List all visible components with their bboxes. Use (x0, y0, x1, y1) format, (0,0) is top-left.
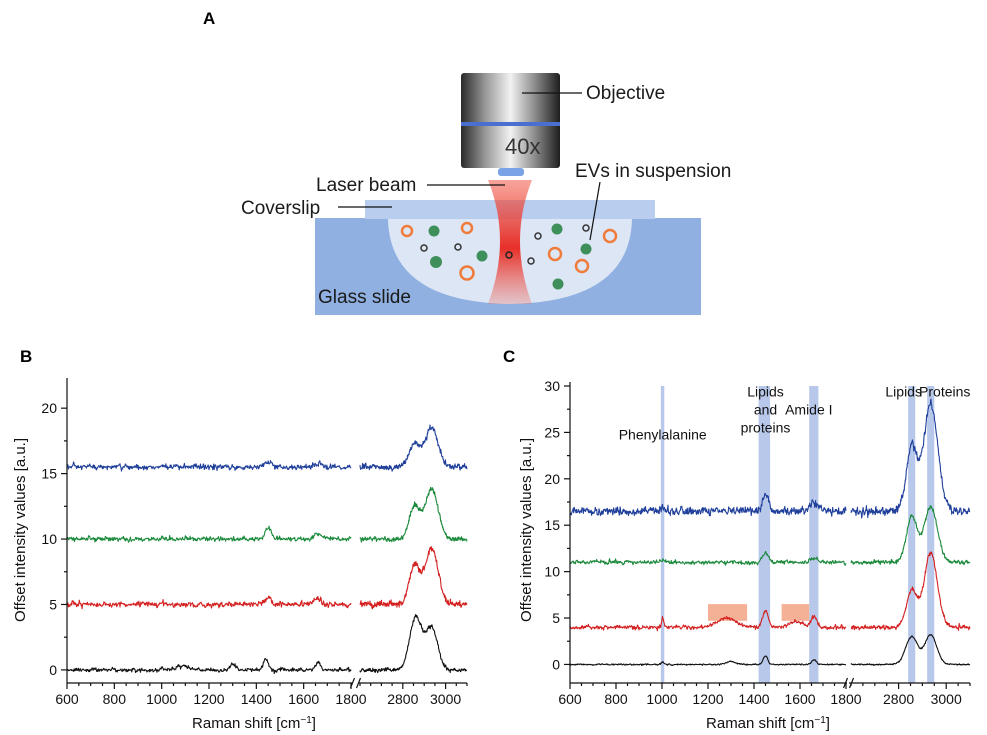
y-tick-label: 20 (41, 400, 57, 416)
coverslip-label: Coverslip (241, 198, 320, 219)
y-axis-title: Offset intensity values [a.u.] (518, 438, 535, 622)
ev-particles (400, 221, 618, 290)
objective-lens (461, 73, 560, 168)
x-tick-label: 1600 (784, 691, 815, 707)
spectrum-line (569, 492, 847, 517)
x-tick-label: 1000 (646, 691, 677, 707)
x-tick-label: 1400 (241, 691, 272, 707)
x-tick-label: 3000 (931, 691, 962, 707)
x-axis-title: Raman shift [cm−1] (706, 715, 830, 733)
spectrum-line (850, 634, 971, 666)
evs-leader (589, 181, 601, 241)
peak-band (927, 386, 935, 683)
spectrum-line (66, 525, 352, 543)
x-tick-label: 600 (558, 691, 582, 707)
y-tick-label: 0 (552, 656, 560, 672)
y-tick-label: 15 (41, 466, 57, 482)
evs-label: EVs in suspension (575, 161, 731, 182)
highlight-region (781, 604, 810, 621)
objective-label: Objective (586, 83, 665, 104)
panel-b-label: B (20, 347, 32, 366)
x-tick-label: 1800 (335, 691, 366, 707)
spectrum-line (850, 505, 971, 566)
peak-band (758, 386, 771, 683)
y-tick-label: 25 (544, 424, 560, 440)
band-annotation: Amide I (785, 402, 832, 418)
y-tick-label: 10 (41, 531, 57, 547)
spectrum-line (850, 551, 971, 631)
spectrum-line (359, 546, 468, 610)
panel-a-label: A (203, 9, 215, 28)
x-tick-label: 800 (103, 691, 127, 707)
chart-panel-c: C 0 5 10 15 20 25 30 600 800 1000 1200 1400 1600 180… (503, 347, 971, 733)
band-annotation: Proteins (919, 384, 970, 400)
spectrum-line (359, 486, 468, 543)
spectrum-line (66, 595, 352, 610)
y-tick-label: 30 (544, 378, 560, 394)
laser-label: Laser beam (316, 175, 416, 196)
x-tick-label: 800 (604, 691, 628, 707)
x-tick-label: 1200 (692, 691, 723, 707)
y-axis-title: Offset intensity values [a.u.] (12, 438, 29, 622)
magnification-label: 40x (505, 134, 540, 159)
axis-break-mark (355, 677, 362, 689)
y-tick-label: 0 (49, 662, 57, 678)
y-tick-label: 5 (552, 610, 560, 626)
laser-beam-shape (488, 180, 532, 304)
x-tick-label: 2800 (387, 691, 418, 707)
x-tick-label: 1400 (738, 691, 769, 707)
spectrum-line (66, 460, 352, 472)
objective-tip (498, 168, 524, 176)
x-tick-label: 600 (55, 691, 79, 707)
spectrum-line (850, 398, 971, 519)
schematic-illustration: A 40x (203, 9, 731, 315)
y-tick-label: 10 (544, 564, 560, 580)
spectrum-line (359, 614, 468, 674)
highlight-region (708, 604, 748, 621)
x-tick-label: 1600 (288, 691, 319, 707)
peak-band (908, 386, 916, 683)
x-tick-label: 1000 (146, 691, 177, 707)
panel-c-label: C (503, 347, 515, 366)
x-tick-label: 1200 (193, 691, 224, 707)
chart-panel-b: B 0 5 10 15 20 600 800 1000 1200 1400 1600 1800 280… (12, 347, 468, 733)
peak-band (660, 386, 665, 683)
y-tick-label: 20 (544, 471, 560, 487)
spectrum-line (569, 550, 847, 566)
spectrum-line (359, 424, 468, 472)
spectrum-line (569, 609, 847, 632)
band-annotation: Phenylalanine (619, 427, 707, 443)
x-axis-title: Raman shift [cm−1] (192, 715, 316, 733)
band-annotation: Lipids and proteins (741, 384, 791, 436)
y-tick-label: 5 (49, 596, 57, 612)
peak-band (809, 386, 819, 683)
x-tick-label: 2800 (883, 691, 914, 707)
objective-ring (461, 122, 560, 126)
band-annotation: Lipids (885, 384, 922, 400)
x-tick-label: 1800 (830, 691, 861, 707)
y-tick-label: 15 (544, 517, 560, 533)
x-tick-label: 3000 (430, 691, 461, 707)
spectrum-line (569, 655, 847, 667)
glass-slide-label: Glass slide (318, 287, 411, 308)
spectrum-line (66, 657, 352, 675)
